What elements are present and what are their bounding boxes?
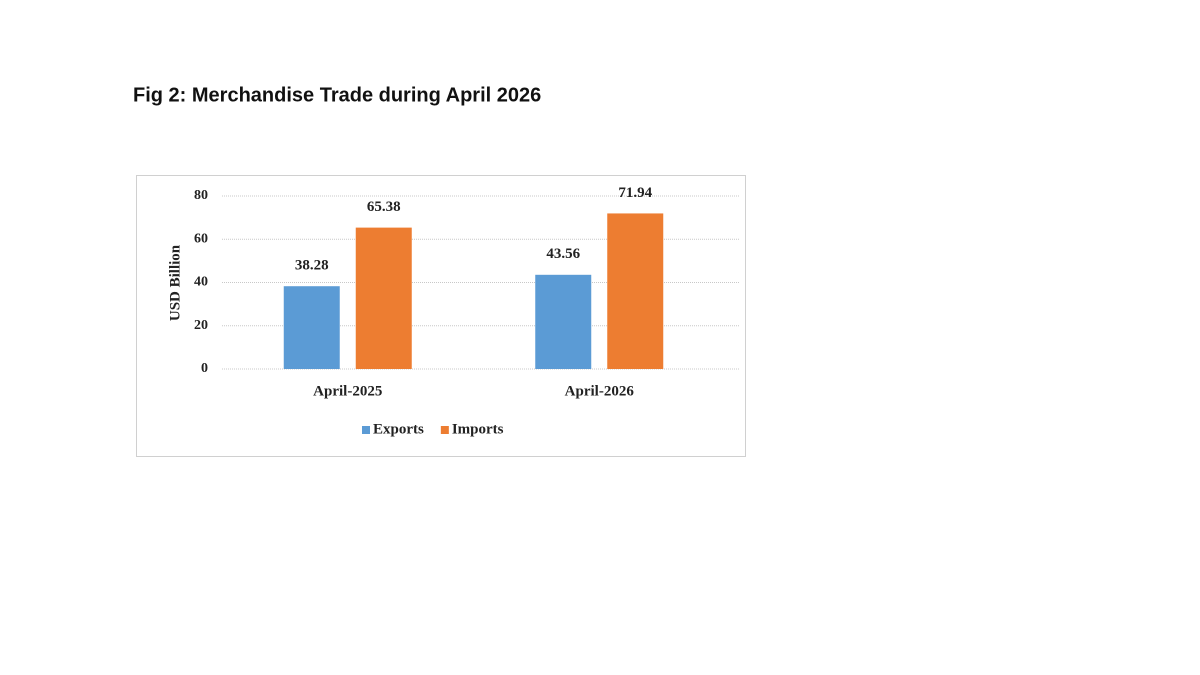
legend-swatch: [362, 426, 370, 434]
x-tick-label: April-2026: [565, 383, 635, 399]
legend-label: Imports: [452, 421, 504, 437]
chart-frame: [136, 175, 746, 457]
legend-label: Exports: [373, 421, 424, 437]
y-tick-label: 40: [194, 275, 208, 290]
y-tick-label: 20: [194, 318, 208, 333]
bar: [607, 213, 664, 369]
y-tick-label: 80: [194, 188, 208, 203]
y-tick-label: 60: [194, 231, 208, 246]
data-label: 71.94: [618, 185, 652, 201]
x-tick-label: April-2025: [313, 383, 382, 399]
bar: [535, 274, 592, 369]
legend-swatch: [440, 426, 449, 434]
bar: [283, 286, 340, 369]
data-label: 65.38: [367, 199, 401, 215]
data-label: 43.56: [546, 246, 580, 262]
y-axis-label: USD Billion: [167, 244, 183, 321]
bar: [355, 227, 412, 369]
y-tick-label: 0: [201, 361, 208, 376]
data-label: 38.28: [295, 258, 329, 274]
chart-title: Fig 2: Merchandise Trade during April 20…: [133, 84, 541, 106]
